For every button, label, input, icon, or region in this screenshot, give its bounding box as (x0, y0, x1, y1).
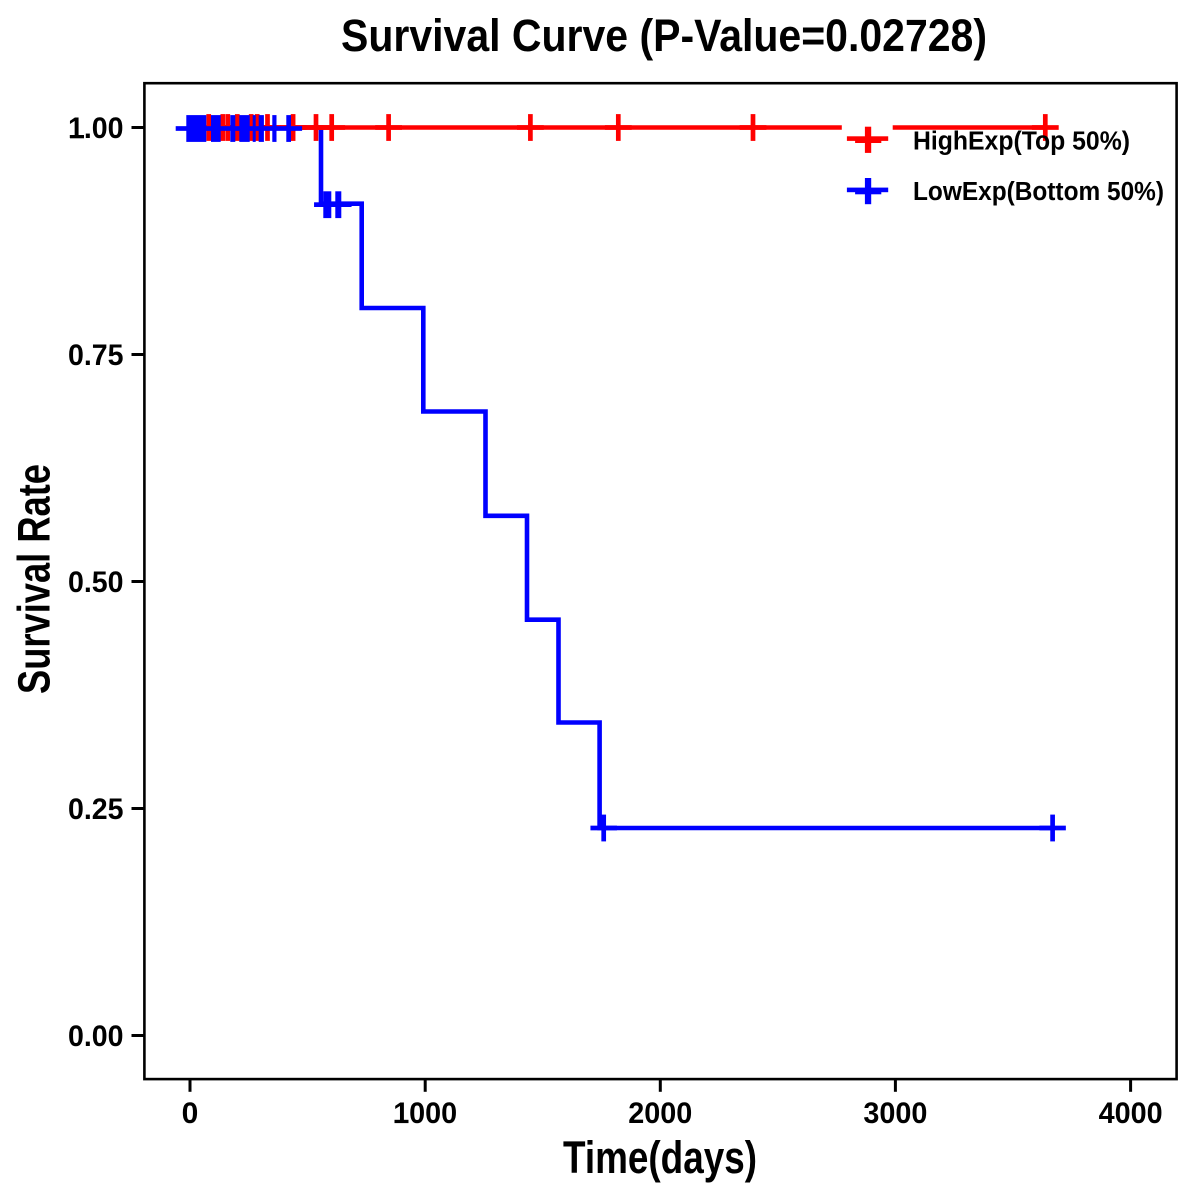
svg-text:0: 0 (182, 1097, 199, 1130)
svg-text:Time(days): Time(days) (563, 1132, 757, 1183)
svg-text:0.25: 0.25 (68, 793, 124, 826)
svg-text:0.75: 0.75 (68, 339, 124, 372)
svg-text:1.00: 1.00 (68, 112, 124, 145)
svg-text:2000: 2000 (628, 1097, 692, 1130)
svg-text:Survival Rate: Survival Rate (9, 464, 60, 694)
svg-text:3000: 3000 (863, 1097, 927, 1130)
svg-text:1000: 1000 (393, 1097, 457, 1130)
svg-text:Survival Curve (P-Value=0.0272: Survival Curve (P-Value=0.02728) (341, 10, 987, 61)
svg-text:0.00: 0.00 (68, 1020, 124, 1053)
svg-text:HighExp(Top 50%): HighExp(Top 50%) (913, 127, 1130, 155)
svg-text:4000: 4000 (1099, 1097, 1163, 1130)
svg-text:0.50: 0.50 (68, 566, 124, 599)
svg-text:LowExp(Bottom 50%): LowExp(Bottom 50%) (913, 178, 1164, 206)
